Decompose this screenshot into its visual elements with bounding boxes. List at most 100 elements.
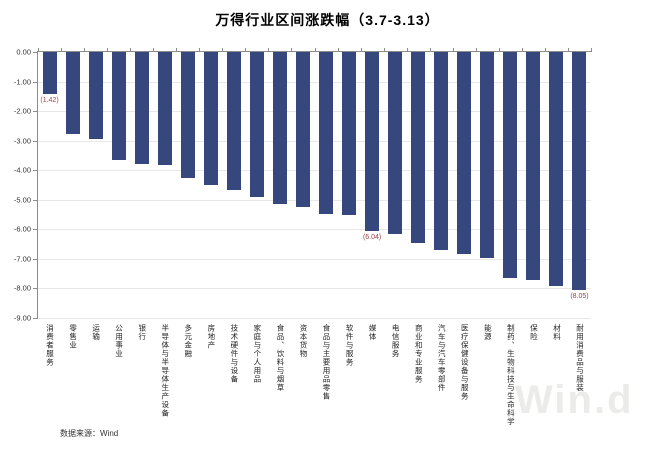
bar xyxy=(249,52,264,198)
y-axis-tick xyxy=(33,140,37,142)
wind-watermark: Win.d xyxy=(515,378,634,422)
bar xyxy=(42,52,57,94)
bar xyxy=(365,52,380,231)
x-axis-tick xyxy=(337,48,339,52)
y-axis-line xyxy=(37,51,38,319)
bar-value-label: (8.05) xyxy=(570,292,589,300)
bar xyxy=(88,52,103,140)
grid-line xyxy=(38,111,591,113)
grid-line xyxy=(38,229,591,231)
x-axis-label: 食品、饮料与烟草 xyxy=(275,324,285,392)
bar xyxy=(111,52,126,161)
bar xyxy=(65,52,80,135)
x-axis-label: 保险 xyxy=(529,324,539,341)
x-axis-label: 电信服务 xyxy=(391,324,401,358)
y-axis-label: -9.00 xyxy=(13,313,31,323)
x-axis-tick xyxy=(567,48,569,52)
bar xyxy=(388,52,403,234)
x-axis-label: 制药、生物科技与生命科学 xyxy=(506,324,516,426)
chart-title: 万得行业区间涨跌幅（3.7-3.13） xyxy=(215,12,440,28)
bar xyxy=(134,52,149,164)
grid-line xyxy=(38,81,591,83)
bar-value-label: (1.42) xyxy=(40,96,59,104)
x-axis-tick xyxy=(314,48,316,52)
y-axis-tick xyxy=(33,288,37,290)
bar xyxy=(203,52,218,185)
x-axis-label: 耐用消费品与服装 xyxy=(575,324,585,392)
grid-line xyxy=(38,140,591,142)
bar xyxy=(503,52,518,279)
x-axis-label: 公用事业 xyxy=(114,324,124,358)
x-axis-label: 半导体与半导体生产设备 xyxy=(160,324,170,418)
y-axis-tick xyxy=(33,199,37,201)
bar xyxy=(157,52,172,165)
x-axis-label: 资本货物 xyxy=(298,324,308,358)
y-axis-label: -1.00 xyxy=(13,77,31,87)
x-axis-label: 多元金融 xyxy=(183,324,193,358)
x-axis-tick xyxy=(383,48,385,52)
y-axis-label: -8.00 xyxy=(13,283,31,293)
bar xyxy=(434,52,449,251)
x-axis-label: 家庭与个人用品 xyxy=(252,324,262,384)
y-axis-tick xyxy=(33,318,37,319)
x-axis-tick xyxy=(84,48,86,52)
x-axis-tick xyxy=(130,48,132,52)
x-axis-tick xyxy=(38,48,39,52)
x-axis-label: 零售业 xyxy=(68,324,78,350)
x-axis-label: 软件与服务 xyxy=(345,324,355,367)
x-axis-label: 商业和专业服务 xyxy=(414,324,424,384)
x-axis-tick xyxy=(222,48,224,52)
x-axis-label: 汽车与汽车零部件 xyxy=(437,324,447,392)
x-axis-tick xyxy=(475,48,477,52)
y-axis-label: -6.00 xyxy=(13,224,31,234)
y-axis-label: 0.00 xyxy=(16,47,31,57)
bar xyxy=(457,52,472,255)
x-axis-label: 消费者服务 xyxy=(45,324,55,367)
x-axis-tick xyxy=(544,48,546,52)
bar xyxy=(480,52,495,258)
y-axis-label: -4.00 xyxy=(13,165,31,175)
bar xyxy=(572,52,587,290)
y-axis-tick xyxy=(33,170,37,172)
x-axis-tick xyxy=(107,48,109,52)
grid-line xyxy=(38,318,591,319)
bar-value-label: (6.04) xyxy=(362,233,382,241)
bar xyxy=(180,52,195,179)
y-axis-tick xyxy=(33,258,37,260)
y-axis-tick xyxy=(33,52,37,53)
x-axis-tick xyxy=(268,48,270,52)
x-axis-label: 材料 xyxy=(552,324,562,341)
y-axis-label: -7.00 xyxy=(13,254,31,264)
bar xyxy=(226,52,241,190)
x-axis-tick xyxy=(61,48,63,52)
x-axis-label: 技术硬件与设备 xyxy=(229,324,239,384)
y-axis-tick xyxy=(33,111,37,113)
x-axis-tick xyxy=(521,48,523,52)
x-axis-label: 能源 xyxy=(483,324,493,341)
y-axis-label: -3.00 xyxy=(13,136,31,146)
x-axis-tick xyxy=(452,48,454,52)
grid-line xyxy=(38,258,591,260)
x-axis-label: 食品与主要用品零售 xyxy=(322,324,332,401)
x-axis-label: 媒体 xyxy=(368,324,378,341)
x-axis-label: 运输 xyxy=(91,324,101,341)
x-axis-tick xyxy=(153,48,155,52)
bar xyxy=(549,52,564,287)
bar xyxy=(342,52,357,216)
x-axis-tick xyxy=(176,48,178,52)
x-axis-tick xyxy=(199,48,201,52)
grid-line xyxy=(38,199,591,201)
x-axis-tick xyxy=(360,48,362,52)
x-axis-tick xyxy=(245,48,247,52)
x-axis-tick xyxy=(291,48,293,52)
x-axis-tick xyxy=(406,48,408,52)
bar xyxy=(295,52,310,208)
y-axis-tick xyxy=(33,229,37,231)
bar xyxy=(526,52,541,281)
x-axis-tick xyxy=(429,48,431,52)
x-axis-tick xyxy=(591,48,592,52)
grid-line xyxy=(38,288,591,290)
y-axis-label: -2.00 xyxy=(13,106,31,116)
x-axis-tick xyxy=(498,48,500,52)
